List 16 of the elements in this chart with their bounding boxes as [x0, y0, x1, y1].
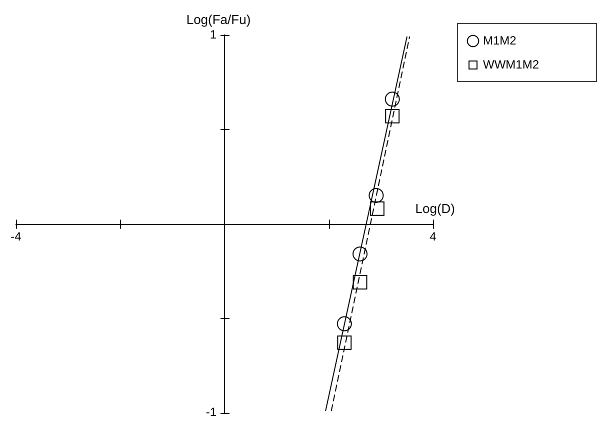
y-tick-label: 1 [210, 27, 217, 42]
point [336, 316, 352, 332]
legend-label: M1M2 [483, 33, 517, 48]
x-tick-label: 4 [430, 229, 437, 244]
x-axis-title: Log(D) [415, 200, 456, 216]
point [370, 201, 384, 216]
point [385, 108, 400, 124]
legend-label: WWM1M2 [483, 57, 540, 72]
y-axis-title: Log(Fa/Fu) [186, 12, 251, 28]
point [352, 246, 368, 262]
point [337, 335, 352, 350]
point [352, 275, 368, 290]
point [384, 92, 400, 107]
point [368, 188, 384, 203]
y-tick-label: -1 [206, 404, 217, 419]
x-tick-label: -4 [10, 229, 22, 244]
